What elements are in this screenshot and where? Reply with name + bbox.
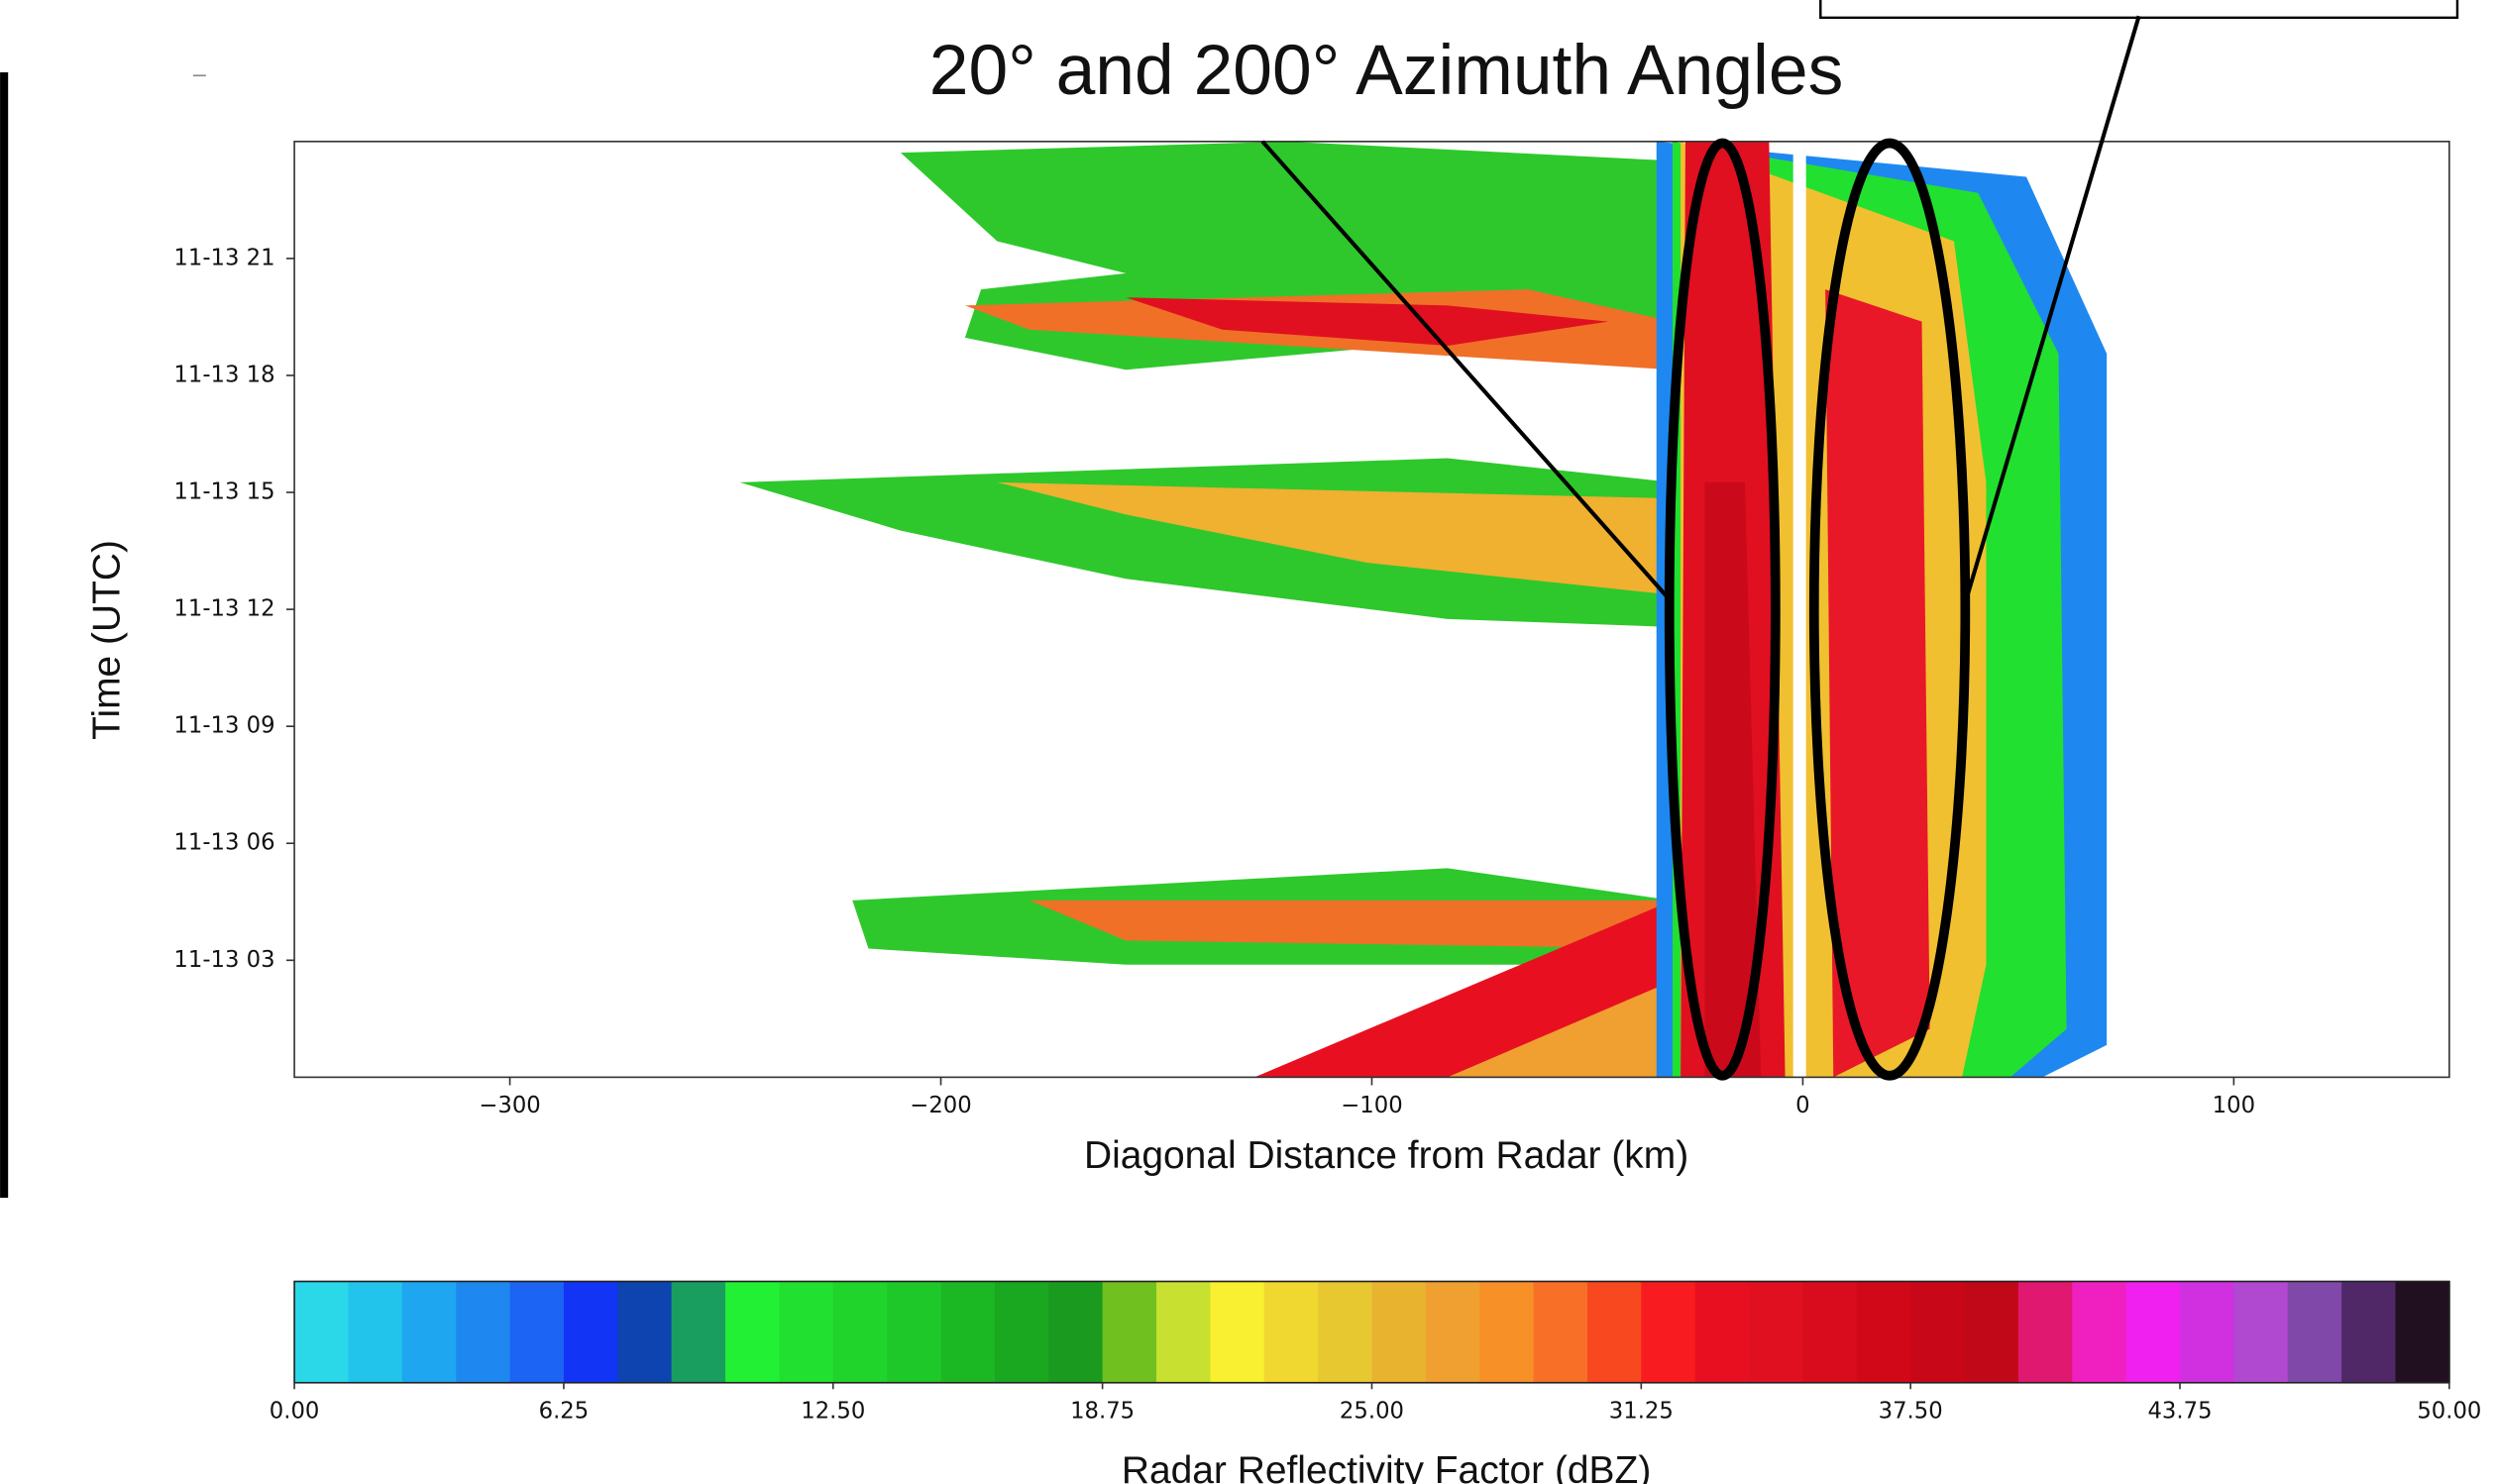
colorbar-segment bbox=[1856, 1281, 1911, 1383]
x-tick-label: −100 bbox=[1341, 1093, 1402, 1118]
arrow bbox=[1963, 15, 2141, 604]
colorbar-label: Radar Reflectivity Factor (dBZ) bbox=[1122, 1449, 1651, 1484]
colorbar-tick-label: 6.25 bbox=[539, 1398, 590, 1424]
colorbar-segment bbox=[1479, 1281, 1535, 1383]
y-tick-label: 11-13 15 bbox=[173, 479, 274, 505]
colorbar-segment bbox=[2341, 1281, 2397, 1383]
colorbar-segment bbox=[509, 1281, 565, 1383]
colorbar-segment bbox=[1210, 1281, 1265, 1383]
y-axis-label: Time (UTC) bbox=[86, 540, 129, 740]
highlight-ellipse bbox=[1664, 138, 1781, 1081]
y-tick-label: 11-13 09 bbox=[173, 713, 274, 739]
colorbar-segment bbox=[779, 1281, 834, 1383]
colorbar-segment bbox=[2125, 1281, 2181, 1383]
y-tick-label: 11-13 18 bbox=[173, 362, 274, 387]
colorbar-segment bbox=[1641, 1281, 1696, 1383]
colorbar-segment bbox=[887, 1281, 942, 1383]
colorbar-segment bbox=[456, 1281, 511, 1383]
colorbar-tick-label: 25.00 bbox=[1340, 1398, 1404, 1424]
chart-title: 20° and 200° Azimuth Angles bbox=[929, 31, 1844, 110]
colorbar-segment bbox=[1048, 1281, 1104, 1383]
colorbar-tick-label: 43.75 bbox=[2147, 1398, 2212, 1424]
y-tick-label: 11-13 12 bbox=[173, 596, 274, 622]
callout-box bbox=[1819, 0, 2459, 20]
colorbar-segment bbox=[2233, 1281, 2289, 1383]
colorbar-segment bbox=[2017, 1281, 2074, 1383]
colorbar-tick-label: 37.50 bbox=[1879, 1398, 1943, 1424]
colorbar-segment bbox=[940, 1281, 996, 1383]
x-tick-label: 100 bbox=[2213, 1093, 2255, 1118]
colorbar-segment bbox=[1425, 1281, 1481, 1383]
colorbar-tick-label: 12.50 bbox=[801, 1398, 865, 1424]
colorbar-segment bbox=[1371, 1281, 1427, 1383]
colorbar-segment bbox=[1749, 1281, 1804, 1383]
colorbar-segment bbox=[1802, 1281, 1858, 1383]
colorbar-segment bbox=[832, 1281, 888, 1383]
x-axis-label: Diagonal Distance from Radar (km) bbox=[1084, 1134, 1688, 1177]
colorbar-segment bbox=[1102, 1281, 1157, 1383]
colorbar-tick-label: 50.00 bbox=[2417, 1398, 2481, 1424]
colorbar-segment bbox=[401, 1281, 457, 1383]
colorbar-segment bbox=[348, 1281, 403, 1383]
side-bar bbox=[0, 72, 9, 1199]
colorbar-segment bbox=[294, 1281, 350, 1383]
colorbar-segment bbox=[2395, 1281, 2450, 1383]
colorbar-segment bbox=[671, 1281, 726, 1383]
colorbar-segment bbox=[563, 1281, 619, 1383]
colorbar-segment bbox=[1586, 1281, 1643, 1383]
colorbar-segment bbox=[1263, 1281, 1319, 1383]
colorbar-segment bbox=[1318, 1281, 1373, 1383]
y-tick-label: 11-13 06 bbox=[173, 830, 274, 856]
colorbar-segment bbox=[1910, 1281, 1966, 1383]
colorbar-segment bbox=[1964, 1281, 2019, 1383]
colorbar-segment bbox=[2287, 1281, 2342, 1383]
colorbar-tick-label: 0.00 bbox=[270, 1398, 320, 1424]
x-tick-label: 0 bbox=[1795, 1093, 1809, 1118]
x-tick-label: −300 bbox=[479, 1093, 540, 1118]
radar-echo bbox=[739, 141, 2108, 1078]
colorbar-tick-label: 18.75 bbox=[1070, 1398, 1135, 1424]
y-tick-label: 11-13 03 bbox=[173, 947, 274, 973]
colorbar-segment bbox=[2180, 1281, 2235, 1383]
colorbar-frame bbox=[293, 1280, 2450, 1384]
colorbar-segment bbox=[994, 1281, 1050, 1383]
colorbar-segment bbox=[1533, 1281, 1588, 1383]
colorbar-segment bbox=[1155, 1281, 1212, 1383]
highlight-ellipse bbox=[1808, 138, 1971, 1081]
y-tick-label: 11-13 21 bbox=[173, 245, 274, 270]
colorbar-segment bbox=[617, 1281, 673, 1383]
arrow bbox=[1260, 140, 1675, 604]
colorbar-segment bbox=[1694, 1281, 1750, 1383]
colorbar-segment bbox=[725, 1281, 781, 1383]
x-tick-label: −200 bbox=[910, 1093, 971, 1118]
colorbar-segment bbox=[2072, 1281, 2127, 1383]
colorbar-tick-label: 31.25 bbox=[1609, 1398, 1674, 1424]
